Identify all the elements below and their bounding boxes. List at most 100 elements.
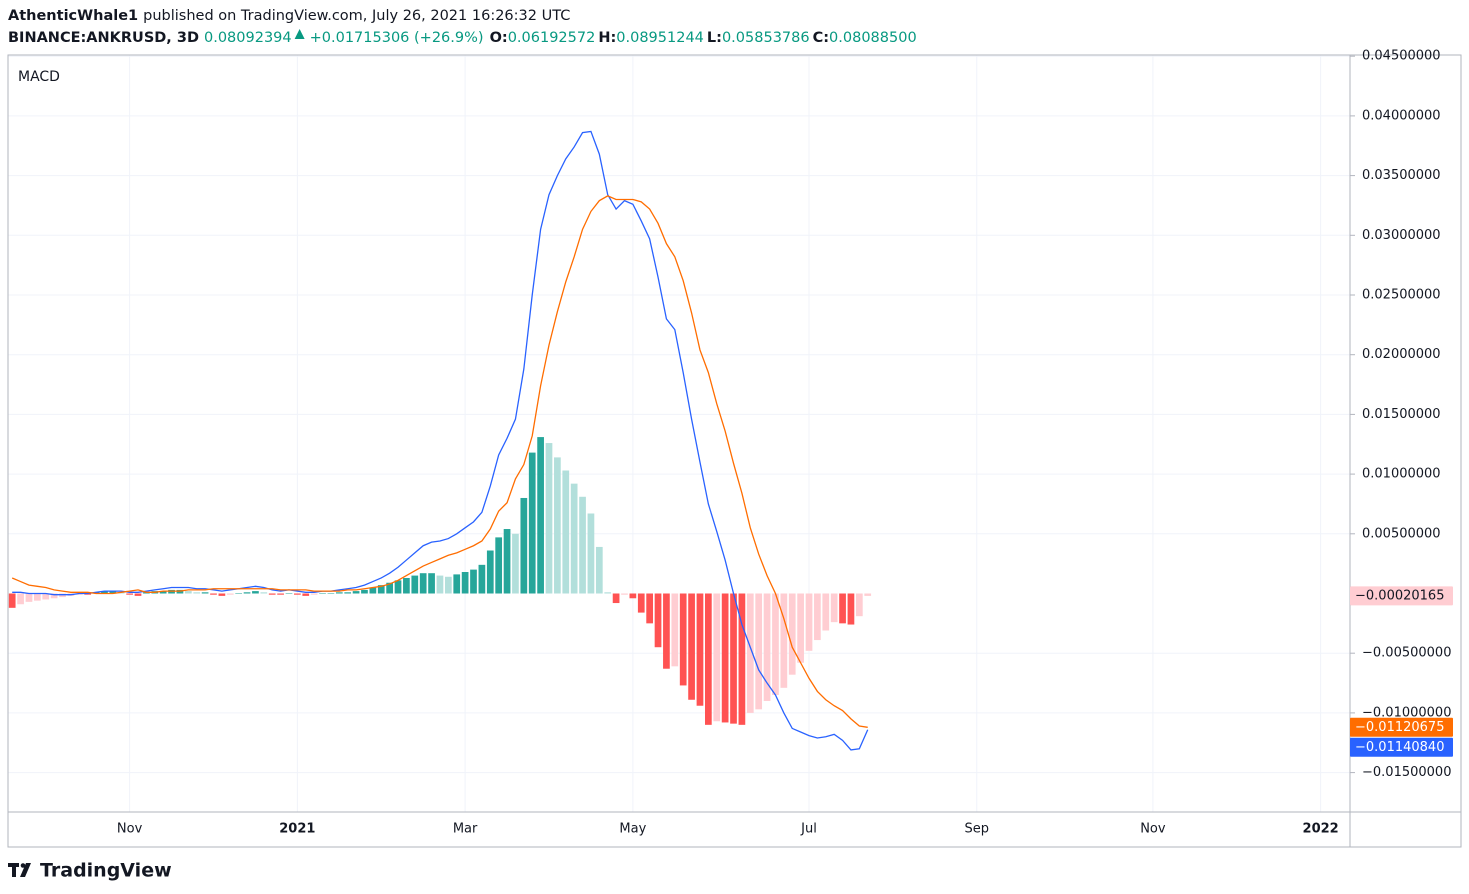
histogram-bar bbox=[621, 593, 628, 595]
histogram-bar bbox=[444, 576, 452, 594]
histogram-bar bbox=[109, 591, 117, 594]
histogram-bar bbox=[721, 593, 729, 723]
histogram-bar bbox=[243, 592, 251, 594]
histogram-bar bbox=[512, 533, 519, 594]
macd-line bbox=[12, 130, 869, 751]
histogram-bar bbox=[822, 593, 830, 631]
x-tick-label: Sep bbox=[964, 822, 989, 837]
histogram-bar bbox=[847, 593, 855, 625]
histogram-bar bbox=[226, 593, 234, 595]
histogram-bar bbox=[394, 580, 402, 594]
histogram-bar bbox=[310, 593, 318, 595]
x-tick-label: Mar bbox=[453, 822, 478, 837]
indicator-label: MACD bbox=[18, 69, 60, 85]
histogram-bar bbox=[184, 591, 192, 594]
histogram-bar bbox=[352, 591, 360, 594]
histogram-bar bbox=[864, 593, 872, 596]
last-value-label: −0.00020165 bbox=[1355, 588, 1444, 603]
histogram-bar bbox=[814, 593, 821, 641]
y-tick-label: 0.02000000 bbox=[1362, 347, 1441, 362]
ohlc-value: 0.08088500 bbox=[829, 30, 917, 46]
histogram-bar bbox=[42, 593, 50, 600]
histogram-bar bbox=[579, 496, 586, 594]
histogram-bar bbox=[671, 593, 679, 667]
histogram-bar bbox=[537, 437, 544, 594]
histogram-bar bbox=[839, 593, 846, 624]
histogram-bar bbox=[738, 593, 746, 725]
histogram-bar bbox=[503, 529, 511, 594]
ohlc-label: H: bbox=[598, 30, 616, 46]
histogram-bar bbox=[595, 546, 603, 594]
histogram-bar bbox=[193, 592, 201, 594]
histogram-bar bbox=[8, 593, 16, 608]
x-tick-label: Jul bbox=[800, 822, 817, 837]
histogram-bar bbox=[25, 593, 33, 602]
histogram-bar bbox=[520, 497, 528, 594]
up-arrow bbox=[294, 29, 305, 39]
histogram-bar bbox=[654, 593, 662, 648]
histogram-bar bbox=[629, 593, 637, 599]
histogram-bar bbox=[461, 572, 469, 594]
histogram-bar bbox=[772, 593, 779, 695]
histogram-bar bbox=[159, 591, 167, 594]
logo-stem bbox=[12, 863, 16, 877]
x-tick-label: Nov bbox=[1140, 822, 1166, 837]
histogram-bar bbox=[327, 593, 335, 594]
y-tick-label: 0.02500000 bbox=[1362, 287, 1441, 302]
published: published on TradingView.com, July 26, 2… bbox=[143, 8, 570, 24]
ohlc-value: 0.05853786 bbox=[722, 30, 810, 46]
plot bbox=[8, 55, 1350, 812]
y-tick-label: 0.03000000 bbox=[1362, 228, 1441, 243]
histogram-bar bbox=[201, 592, 209, 594]
histogram-bar bbox=[235, 593, 243, 594]
publish-line: AthenticWhale1 published on TradingView.c… bbox=[8, 8, 570, 24]
histogram-bar bbox=[570, 483, 578, 594]
histogram-bar bbox=[696, 593, 704, 706]
histogram-bar bbox=[101, 591, 108, 594]
x-tick-label: Nov bbox=[117, 822, 143, 837]
histogram-bar bbox=[830, 593, 838, 623]
histogram-bar bbox=[562, 470, 570, 594]
histogram-bar bbox=[302, 593, 310, 596]
histogram-bar bbox=[486, 550, 494, 594]
histogram-bar bbox=[855, 593, 863, 617]
y-tick-label: −0.01000000 bbox=[1362, 705, 1451, 720]
histogram-bar bbox=[528, 452, 536, 594]
y-tick-label: 0.01000000 bbox=[1362, 467, 1441, 482]
histogram-bar bbox=[730, 593, 737, 724]
histogram-bar bbox=[470, 569, 477, 594]
histogram-bar bbox=[319, 593, 326, 594]
y-tick-label: 0.04500000 bbox=[1362, 49, 1441, 64]
price: 0.08092394 bbox=[204, 30, 292, 46]
histogram-bar bbox=[369, 587, 377, 594]
histogram-bar bbox=[419, 573, 427, 594]
histogram-bar bbox=[403, 577, 410, 594]
histogram-bar bbox=[277, 593, 284, 595]
logo-slash bbox=[20, 863, 31, 877]
histogram-bar bbox=[587, 513, 595, 594]
macd-line bbox=[11, 195, 868, 728]
brand: TradingView bbox=[40, 860, 172, 882]
x-tick-label: May bbox=[619, 822, 646, 837]
histogram-bar bbox=[260, 592, 268, 594]
histogram-bar bbox=[545, 443, 553, 594]
y-tick-label: 0.03500000 bbox=[1362, 168, 1441, 183]
histogram-bar bbox=[554, 457, 561, 594]
ohlc-label: L: bbox=[707, 30, 722, 46]
histogram-bar bbox=[50, 593, 58, 599]
ohlc-label: C: bbox=[813, 30, 829, 46]
histogram-bar bbox=[788, 593, 796, 675]
histogram-bar bbox=[746, 593, 754, 713]
histogram-bar bbox=[495, 537, 503, 594]
histogram-bar bbox=[361, 589, 368, 594]
histogram-bar bbox=[436, 575, 444, 594]
histogram-bar bbox=[755, 593, 763, 710]
pane-border bbox=[7, 54, 1462, 848]
histogram-bar bbox=[411, 575, 419, 594]
last-value-box bbox=[1350, 586, 1453, 606]
last-value-label: −0.01140840 bbox=[1355, 740, 1444, 755]
y-tick-label: 0.04000000 bbox=[1362, 108, 1441, 123]
ohlc-label: O: bbox=[490, 30, 508, 46]
last-value-box bbox=[1350, 737, 1453, 757]
